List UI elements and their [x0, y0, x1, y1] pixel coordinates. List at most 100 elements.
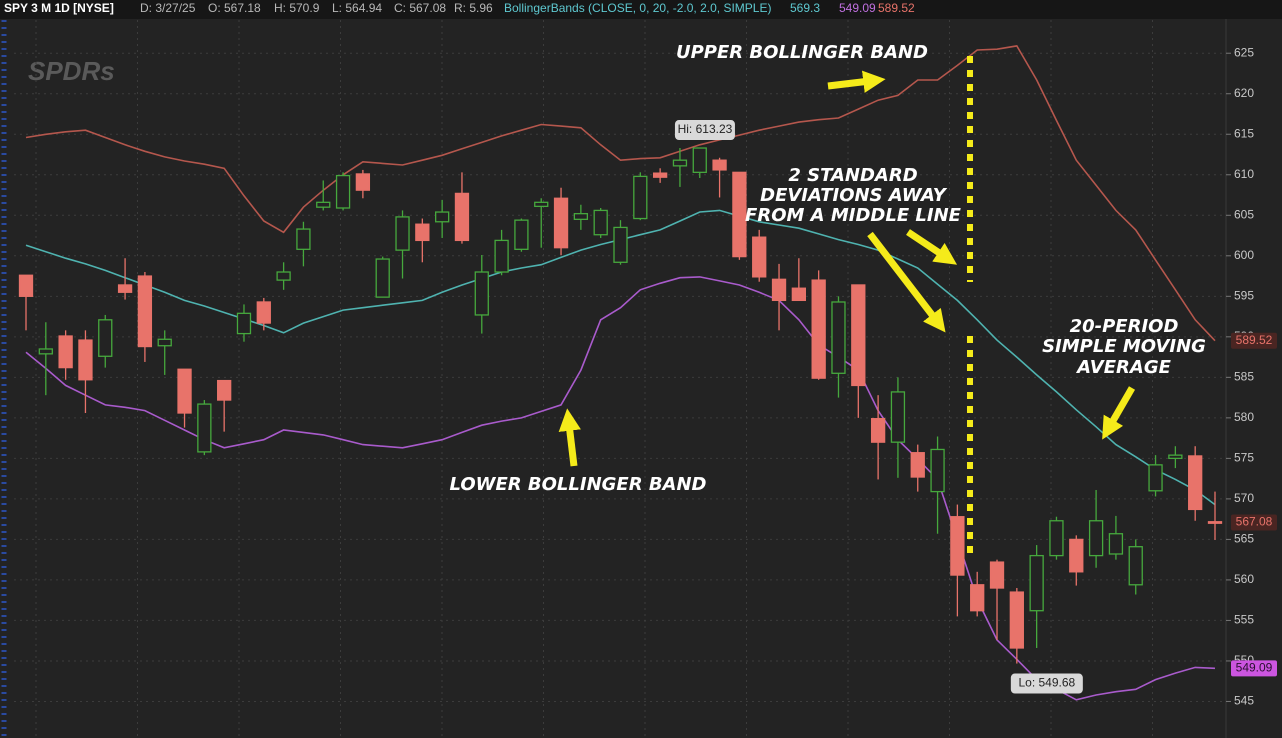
logo: SPDRs — [28, 56, 115, 86]
candle-body — [1108, 533, 1124, 555]
price-tag — [1231, 514, 1277, 531]
y-tick-label: 625 — [1234, 45, 1254, 59]
candle-body — [534, 201, 549, 208]
candle-body — [1069, 538, 1084, 573]
candle-body — [811, 279, 826, 379]
candle-body — [771, 278, 787, 302]
annotation: UPPER BOLLINGER BAND — [676, 42, 928, 63]
extreme-box — [1010, 673, 1083, 694]
study-value: 569.3 — [790, 1, 820, 15]
candle-body — [1049, 520, 1064, 557]
candle-body — [791, 287, 806, 302]
candle-body — [217, 379, 232, 401]
header-item: R: 5.96 — [454, 1, 493, 15]
study: BollingerBands (CLOSE, 0, 20, -2.0, 2.0,… — [504, 1, 771, 15]
candle-body — [78, 339, 93, 381]
candle-body — [316, 201, 331, 208]
annotation: AVERAGE — [1075, 357, 1172, 378]
y-tick-label: 620 — [1234, 86, 1254, 100]
annotation: DEVIATIONS AWAY — [760, 185, 948, 206]
extreme-label: Lo: 549.68 — [1018, 676, 1075, 690]
study-value: 589.52 — [878, 1, 915, 15]
annotation: 20-PERIOD — [1070, 316, 1179, 337]
symbol: SPY 3 M 1D [NYSE] — [4, 1, 114, 15]
header-item: C: 567.08 — [394, 1, 446, 15]
candle-body — [633, 175, 648, 220]
arrow — [827, 70, 886, 93]
price-tag-label: 549.09 — [1236, 660, 1273, 674]
candle-body — [1088, 520, 1104, 557]
y-tick-label: 605 — [1234, 207, 1254, 221]
candle-body — [38, 348, 53, 355]
y-tick-label: 570 — [1234, 491, 1254, 505]
candle-body — [137, 275, 153, 348]
candle-body — [335, 174, 351, 209]
candle-body — [474, 271, 489, 316]
candle-body — [514, 219, 529, 250]
y-tick-label: 575 — [1234, 451, 1254, 465]
candle-body — [58, 335, 73, 369]
extreme-label: Hi: 613.23 — [678, 122, 733, 136]
candle-body — [157, 338, 172, 347]
y-tick-label: 595 — [1234, 288, 1254, 302]
candle-body — [831, 301, 846, 374]
labels: 589.52 567.08 549.09 Hi: 613.23 Lo: 549.68 — [674, 120, 1277, 694]
annotation: SIMPLE MOVING — [1042, 336, 1206, 357]
header-item: O: 567.18 — [208, 1, 261, 15]
y-tick-label: 580 — [1234, 410, 1254, 424]
candle-body — [1009, 591, 1024, 649]
candle-body — [1029, 554, 1044, 612]
annotation: LOWER BOLLINGER BAND — [450, 474, 707, 495]
candle-body — [692, 147, 707, 173]
candle-body — [930, 448, 945, 493]
candle-body — [236, 312, 252, 335]
header-bar — [0, 0, 1282, 19]
arrows — [558, 70, 1136, 467]
candle-body — [415, 223, 430, 242]
candle-body — [117, 284, 133, 293]
candle-body — [970, 584, 985, 612]
y-axis: 5455505555605655705755805855905956006056… — [1226, 45, 1254, 708]
candle-body — [672, 159, 688, 167]
candle-body — [375, 258, 390, 298]
y-tick-label: 560 — [1234, 572, 1254, 586]
header-item: D: 3/27/25 — [140, 1, 196, 15]
candle-body — [950, 516, 965, 576]
y-tick-label: 600 — [1234, 248, 1254, 262]
candle-body — [276, 271, 291, 281]
header: SPY 3 M 1D [NYSE] D: 3/27/25 O: 567.18 H… — [4, 1, 915, 15]
candle-body — [712, 159, 727, 171]
y-tick-label: 585 — [1234, 370, 1254, 384]
candles — [18, 147, 1223, 664]
candle-body — [613, 226, 628, 263]
study-value: 549.09 — [839, 1, 876, 15]
candle-body — [890, 391, 906, 443]
y-tick-label: 610 — [1234, 167, 1254, 181]
candle-body — [732, 171, 747, 258]
candle-body — [18, 274, 34, 297]
arrow — [558, 408, 581, 467]
candle-body — [434, 211, 450, 223]
candle-body — [989, 561, 1005, 589]
header-item: H: 570.9 — [274, 1, 320, 15]
y-tick-label: 565 — [1234, 532, 1254, 546]
price-tag-label: 567.08 — [1236, 515, 1273, 529]
header-item: L: 564.94 — [332, 1, 382, 15]
candle-body — [1128, 546, 1143, 586]
annotation: FROM A MIDDLE LINE — [745, 205, 962, 226]
candle-body — [1188, 455, 1203, 511]
band-line — [25, 45, 1216, 342]
candle-body — [652, 172, 668, 178]
candle-body — [1207, 521, 1223, 524]
candle-body — [1168, 454, 1183, 460]
candle-body — [553, 197, 569, 249]
candle-body — [256, 301, 271, 324]
price-tag-label: 589.52 — [1236, 333, 1273, 347]
annotation: 2 STANDARD — [788, 165, 917, 186]
price-tag — [1231, 660, 1277, 677]
candle-body — [395, 216, 410, 251]
extreme-box — [674, 120, 735, 141]
